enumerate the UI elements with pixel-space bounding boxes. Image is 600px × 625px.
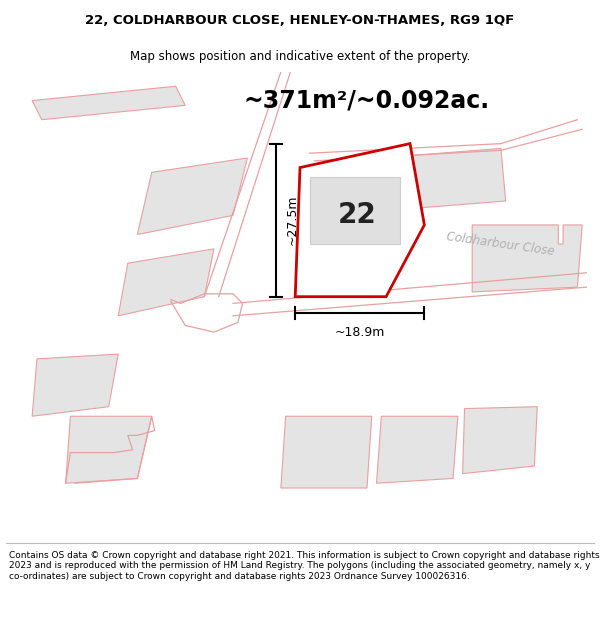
- Polygon shape: [463, 407, 537, 474]
- Text: 22: 22: [338, 201, 377, 229]
- Polygon shape: [472, 225, 582, 292]
- Text: Map shows position and indicative extent of the property.: Map shows position and indicative extent…: [130, 49, 470, 62]
- Polygon shape: [319, 148, 506, 216]
- Polygon shape: [377, 416, 458, 483]
- Polygon shape: [295, 144, 424, 297]
- Polygon shape: [310, 177, 400, 244]
- Text: 22, COLDHARBOUR CLOSE, HENLEY-ON-THAMES, RG9 1QF: 22, COLDHARBOUR CLOSE, HENLEY-ON-THAMES,…: [85, 14, 515, 27]
- Text: Contains OS data © Crown copyright and database right 2021. This information is : Contains OS data © Crown copyright and d…: [9, 551, 599, 581]
- Text: Coldharbour Close: Coldharbour Close: [446, 230, 556, 258]
- Polygon shape: [32, 354, 118, 416]
- Polygon shape: [32, 86, 185, 120]
- Polygon shape: [65, 416, 152, 483]
- Polygon shape: [118, 249, 214, 316]
- Polygon shape: [137, 158, 247, 234]
- Text: ~18.9m: ~18.9m: [335, 326, 385, 339]
- Polygon shape: [281, 416, 372, 488]
- Text: ~27.5m: ~27.5m: [286, 195, 299, 246]
- Text: ~371m²/~0.092ac.: ~371m²/~0.092ac.: [244, 89, 490, 112]
